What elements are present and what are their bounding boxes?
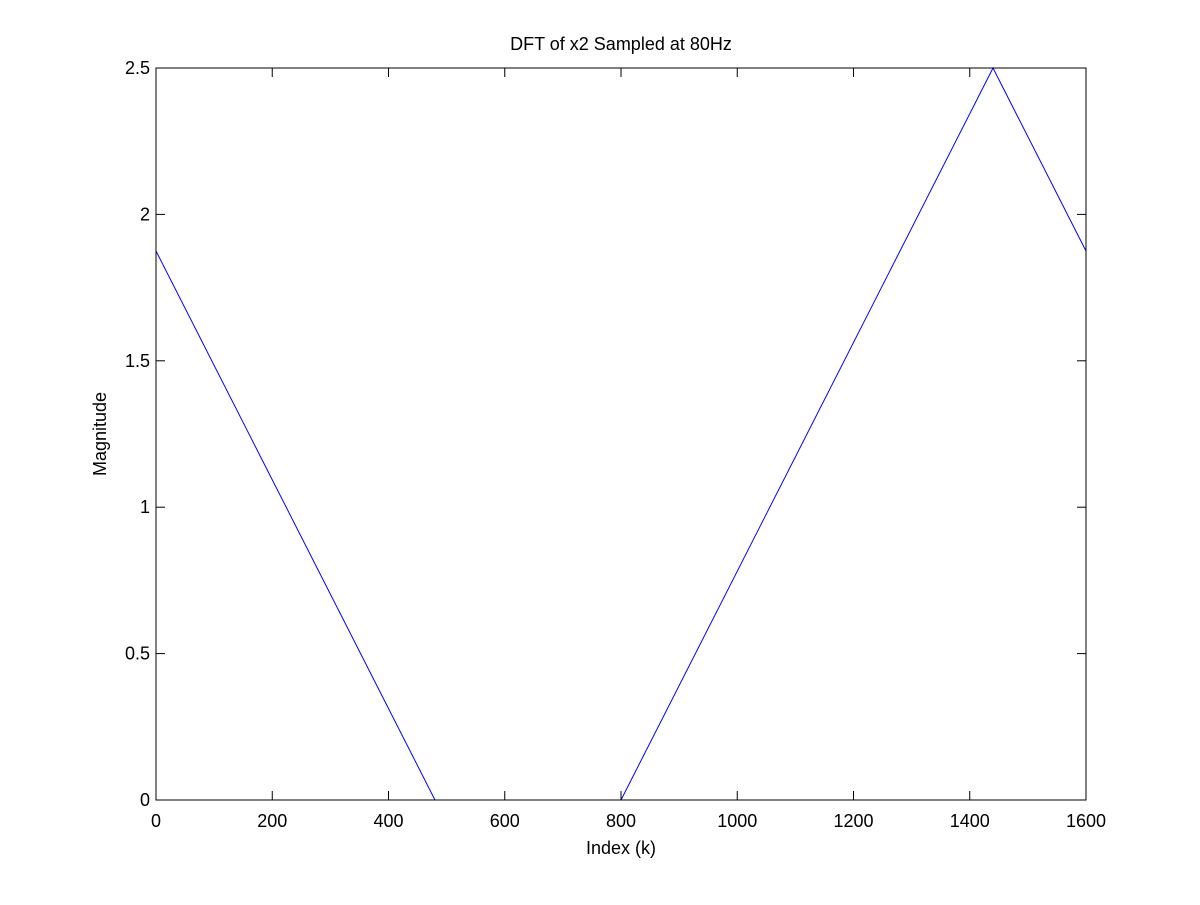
y-tick-label: 0.5 [125,644,150,664]
plot-frame [155,67,1087,801]
x-tick-label: 1200 [833,811,873,831]
y-tick-labels: 0 0.5 1 1.5 2 2.5 [125,58,150,810]
x-tick-label: 600 [490,811,520,831]
x-tick-label: 1000 [717,811,757,831]
x-axis-label: Index (k) [586,838,656,858]
x-tick-label: 200 [257,811,287,831]
chart-title: DFT of x2 Sampled at 80Hz [510,34,732,54]
plot-area-background [156,68,1086,800]
y-axis-label: Magnitude [90,392,110,476]
x-tick-label: 1600 [1066,811,1106,831]
x-tick-label: 1400 [950,811,990,831]
x-tick-label: 800 [606,811,636,831]
y-tick-label: 0 [140,790,150,810]
y-tick-label: 2 [140,204,150,224]
y-tick-label: 1.5 [125,351,150,371]
y-tick-label: 1 [140,497,150,517]
y-tick-label: 2.5 [125,58,150,78]
x-tick-labels: 0 200 400 600 800 1000 1200 1400 1600 [151,811,1106,831]
x-tick-label: 400 [373,811,403,831]
x-tick-label: 0 [151,811,161,831]
